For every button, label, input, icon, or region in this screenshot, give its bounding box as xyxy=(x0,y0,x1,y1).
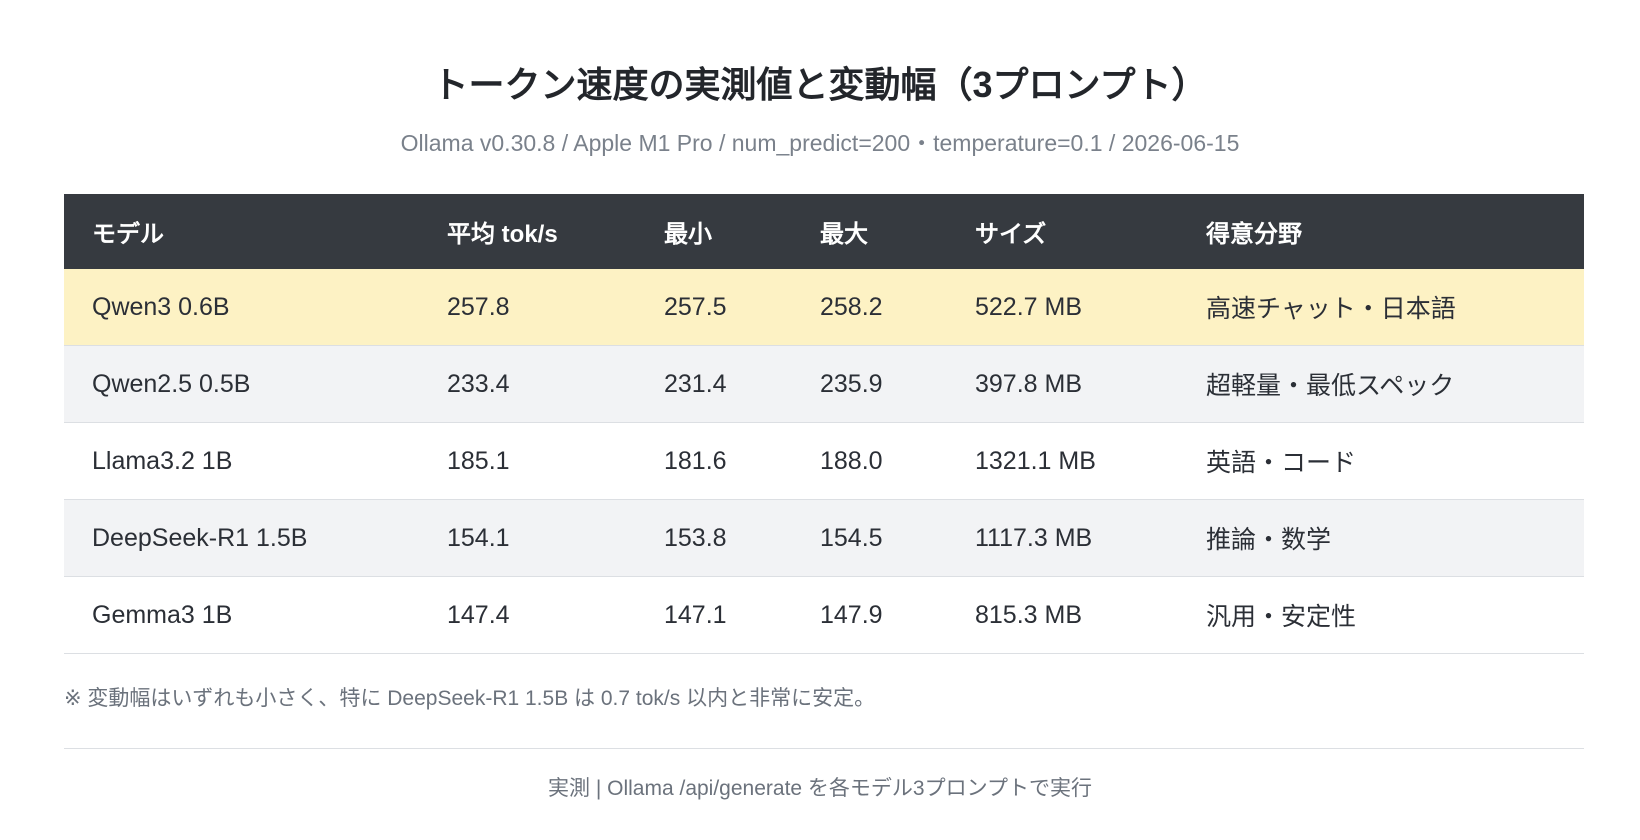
table: モデル 平均 tok/s 最小 最大 サイズ 得意分野 Qwen3 0.6B 257.8 257… xyxy=(64,194,1584,654)
table-cell: 1117.3 MB xyxy=(975,523,1093,552)
table-cell: 188.0 xyxy=(820,446,883,475)
table-cell: 147.9 xyxy=(820,600,883,629)
table-row: DeepSeek-R1 1.5B 154.1 153.8 154.5 1117.3 MB… xyxy=(64,500,1584,577)
table-cell: Qwen3 0.6B xyxy=(92,292,230,321)
header-cell: 最小 xyxy=(664,221,712,248)
subtitle: Ollama v0.30.8 / Apple M1 Pro / num_pred… xyxy=(400,130,1240,156)
table-cell: 235.9 xyxy=(820,369,883,398)
header-cell: 最大 xyxy=(820,221,868,248)
table-row: Gemma3 1B 147.4 147.1 147.9 815.3 MB 汎用・安定性 xyxy=(64,577,1584,654)
table-cell: 高速チャット・日本語 xyxy=(1206,295,1456,323)
table-cell: 181.6 xyxy=(664,446,727,475)
header-cell: 得意分野 xyxy=(1206,221,1302,248)
table-cell: 153.8 xyxy=(664,523,727,552)
table-cell: 英語・コード xyxy=(1206,449,1357,477)
table-cell: 154.1 xyxy=(447,523,510,552)
header-cell: サイズ xyxy=(975,221,1047,248)
table-cell: Gemma3 1B xyxy=(92,600,233,629)
table-cell: 185.1 xyxy=(447,446,510,475)
table-cell: 522.7 MB xyxy=(975,292,1083,321)
table-cell: 154.5 xyxy=(820,523,883,552)
table-cell: 815.3 MB xyxy=(975,600,1083,629)
table-cell: 233.4 xyxy=(447,369,510,398)
table-cell: 257.8 xyxy=(447,292,510,321)
table-cell: Qwen2.5 0.5B xyxy=(92,369,251,398)
table-cell: 汎用・安定性 xyxy=(1206,603,1357,631)
title: トークン速度の実測値と変動幅（3プロンプト） xyxy=(432,64,1208,105)
table-cell: 超軽量・最低スペック xyxy=(1206,372,1455,400)
header-cell: 平均 tok/s xyxy=(447,221,558,248)
table-cell: 推論・数学 xyxy=(1206,526,1332,554)
table-row: Llama3.2 1B 185.1 181.6 188.0 1321.1 MB 英語・コー… xyxy=(64,423,1584,500)
table-cell: 147.1 xyxy=(664,600,727,629)
table-row: Qwen2.5 0.5B 233.4 231.4 235.9 397.8 MB 超軽量・最… xyxy=(64,346,1584,423)
table-cell: DeepSeek-R1 1.5B xyxy=(92,523,308,552)
table-cell: 147.4 xyxy=(447,600,510,629)
table-cell: Llama3.2 1B xyxy=(92,446,233,475)
note: ※ 変動幅はいずれも小さく、特に DeepSeek-R1 1.5B は 0.7 … xyxy=(64,687,876,710)
table-cell: 258.2 xyxy=(820,292,883,321)
footer: 実測 | Ollama /api/generate を各モデル3プロンプトで実行 xyxy=(548,777,1092,800)
table-cell: 257.5 xyxy=(664,292,727,321)
header-row: モデル 平均 tok/s 最小 最大 サイズ 得意分野 xyxy=(64,194,1584,269)
header-cell: モデル xyxy=(92,221,164,248)
divider xyxy=(64,748,1584,749)
table-cell: 1321.1 MB xyxy=(975,446,1096,475)
table-cell: 231.4 xyxy=(664,369,727,398)
table-row: Qwen3 0.6B 257.8 257.5 258.2 522.7 MB 高速チャット・… xyxy=(64,269,1584,346)
table-cell: 397.8 MB xyxy=(975,369,1083,398)
